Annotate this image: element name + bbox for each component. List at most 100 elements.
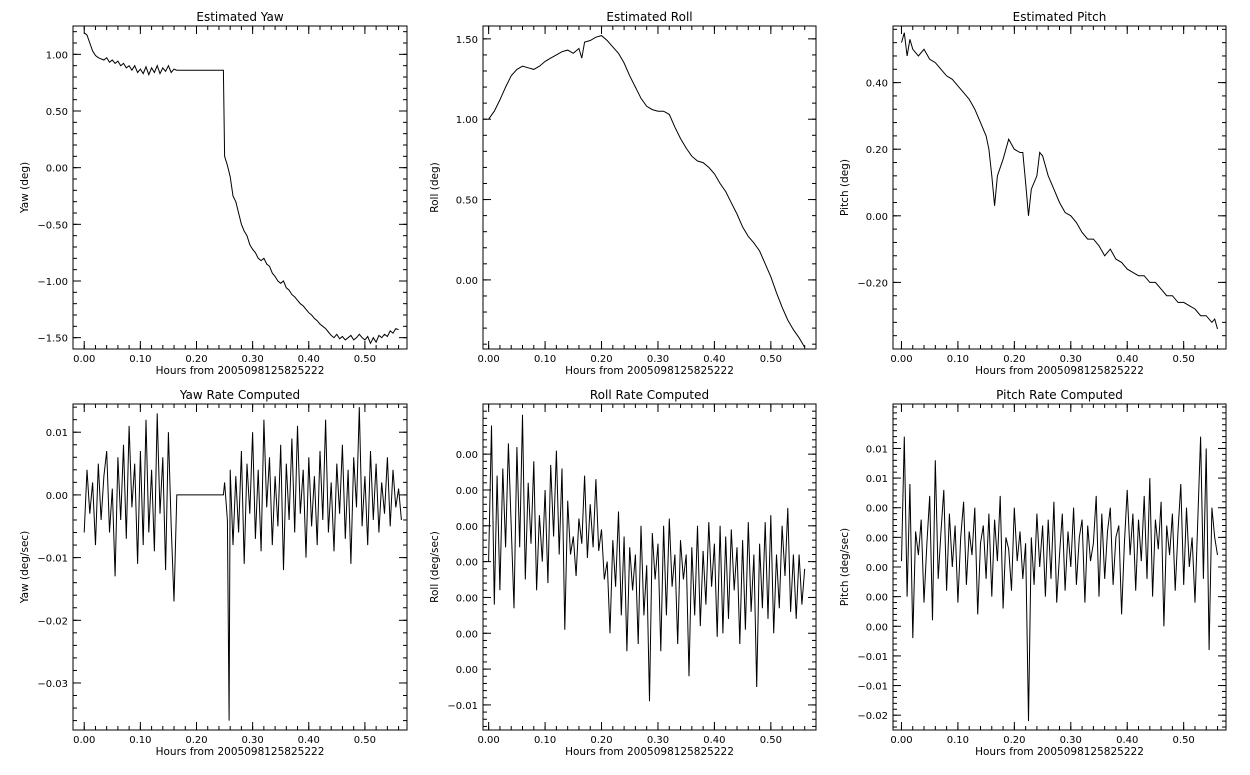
yaw-series-line xyxy=(83,32,399,345)
yaw-x-tick-label: 0.30 xyxy=(241,354,263,365)
yawrate-x-tick-label: 0.10 xyxy=(129,735,151,746)
yawrate-x-tick-label: 0.50 xyxy=(354,735,376,746)
pitchrate-y-tick-label: 0.00 xyxy=(866,504,888,515)
rollrate-x-tick-label: 0.20 xyxy=(590,735,612,746)
pitch-x-tick-label: 0.50 xyxy=(1173,354,1195,365)
pitch-x-tick-label: 0.20 xyxy=(1003,354,1025,365)
pitchrate-series-line xyxy=(901,436,1218,722)
yaw-y-tick-label: −1.50 xyxy=(37,334,68,345)
yaw-x-tick-label: 0.40 xyxy=(298,354,320,365)
yaw-x-tick-label: 0.20 xyxy=(185,354,207,365)
rollrate-x-axis-label: Hours from 2005098125825222 xyxy=(565,746,734,758)
yaw-y-tick-label: 0.00 xyxy=(46,164,68,175)
roll-x-tick-label: 0.00 xyxy=(478,354,500,365)
rollrate-y-tick-label: 0.00 xyxy=(456,665,478,676)
roll-y-tick-label: 0.50 xyxy=(456,196,478,207)
pitchrate-y-tick-label: −0.01 xyxy=(857,652,888,663)
rollrate-title: Roll Rate Computed xyxy=(590,388,709,402)
pitchrate-y-tick-label: −0.02 xyxy=(857,711,888,722)
pitch-series-line xyxy=(901,32,1218,330)
yaw-panel: Estimated Yaw 0.00 0.10 0.20 0.30 0.40 0.50 −1.… xyxy=(19,10,408,377)
yaw-x-tick-label: 0.10 xyxy=(129,354,151,365)
yaw-y-axis-label: Yaw (deg) xyxy=(19,162,31,214)
roll-y-tick-label: 1.00 xyxy=(456,115,478,126)
yaw-x-tick-label: 0.50 xyxy=(354,354,376,365)
pitchrate-x-tick-label: 0.00 xyxy=(890,735,912,746)
roll-panel: Estimated Roll 0.00 0.10 0.20 0.30 0.40 0.50 0.… xyxy=(429,10,817,377)
pitch-x-tick-label: 0.10 xyxy=(947,354,969,365)
roll-x-tick-label: 0.50 xyxy=(760,354,782,365)
rollrate-plot-frame xyxy=(482,403,817,731)
yawrate-x-tick-label: 0.00 xyxy=(73,735,95,746)
yawrate-title: Yaw Rate Computed xyxy=(179,388,300,402)
roll-y-tick-label: 0.00 xyxy=(456,276,478,287)
yawrate-y-axis-label: Yaw (deg/sec) xyxy=(19,531,31,605)
rollrate-y-tick-label: −0.01 xyxy=(447,701,478,712)
pitchrate-y-tick-label: 0.01 xyxy=(866,444,888,455)
pitchrate-x-axis-label: Hours from 2005098125825222 xyxy=(975,746,1144,758)
pitchrate-y-axis-label: Pitch (deg/sec) xyxy=(839,528,851,606)
pitch-y-tick-label: 0.00 xyxy=(866,212,888,223)
yawrate-x-axis-label: Hours from 2005098125825222 xyxy=(156,746,325,758)
yawrate-plot-frame xyxy=(72,403,408,731)
yaw-x-tick-label: 0.00 xyxy=(73,354,95,365)
yawrate-y-tick-label: −0.03 xyxy=(37,679,68,690)
yaw-y-tick-label: −1.00 xyxy=(37,277,68,288)
yawrate-x-tick-label: 0.40 xyxy=(298,735,320,746)
pitch-x-tick-label: 0.30 xyxy=(1060,354,1082,365)
yawrate-y-tick-label: 0.01 xyxy=(46,428,68,439)
pitch-title: Estimated Pitch xyxy=(1013,10,1107,24)
yawrate-series-line xyxy=(83,407,402,721)
pitchrate-y-tick-label: 0.00 xyxy=(866,563,888,574)
pitchrate-y-tick-label: 0.00 xyxy=(866,622,888,633)
pitch-y-tick-label: 0.20 xyxy=(866,145,888,156)
pitchrate-x-tick-label: 0.50 xyxy=(1173,735,1195,746)
rollrate-y-tick-label: 0.00 xyxy=(456,486,478,497)
pitch-x-tick-label: 0.00 xyxy=(890,354,912,365)
yaw-y-tick-label: 0.50 xyxy=(46,107,68,118)
pitch-y-tick-label: 0.40 xyxy=(866,79,888,90)
yawrate-x-tick-label: 0.20 xyxy=(185,735,207,746)
roll-y-axis-label: Roll (deg) xyxy=(429,162,441,212)
pitchrate-x-tick-label: 0.20 xyxy=(1003,735,1025,746)
roll-y-tick-label: 1.50 xyxy=(456,35,478,46)
pitch-y-tick-label: −0.20 xyxy=(857,278,888,289)
pitchrate-panel: Pitch Rate Computed 0.00 0.10 0.20 0.30 0.40 0… xyxy=(839,388,1227,758)
yaw-y-tick-label: −0.50 xyxy=(37,220,68,231)
roll-x-tick-label: 0.20 xyxy=(590,354,612,365)
roll-x-axis-label: Hours from 2005098125825222 xyxy=(565,365,734,377)
rollrate-y-tick-label: 0.00 xyxy=(456,450,478,461)
roll-title: Estimated Roll xyxy=(606,10,692,24)
pitchrate-title: Pitch Rate Computed xyxy=(996,388,1123,402)
roll-x-tick-label: 0.10 xyxy=(534,354,556,365)
yaw-title: Estimated Yaw xyxy=(196,10,283,24)
rollrate-x-tick-label: 0.10 xyxy=(534,735,556,746)
roll-x-tick-label: 0.40 xyxy=(703,354,725,365)
yaw-y-tick-label: 1.00 xyxy=(46,50,68,61)
rollrate-y-tick-label: 0.00 xyxy=(456,629,478,640)
rollrate-y-tick-label: 0.00 xyxy=(456,558,478,569)
pitchrate-x-tick-label: 0.30 xyxy=(1060,735,1082,746)
yawrate-panel: Yaw Rate Computed 0.00 0.10 0.20 0.30 0.40 0.5… xyxy=(19,388,408,758)
yaw-x-axis-label: Hours from 2005098125825222 xyxy=(156,365,325,377)
yawrate-y-tick-label: −0.02 xyxy=(37,616,68,627)
rollrate-panel: Roll Rate Computed 0.00 0.10 0.20 0.30 0.40 0.… xyxy=(429,388,817,758)
roll-plot-frame xyxy=(482,25,817,350)
roll-x-tick-label: 0.30 xyxy=(647,354,669,365)
pitchrate-y-tick-label: 0.00 xyxy=(866,593,888,604)
pitchrate-y-tick-label: 0.00 xyxy=(866,533,888,544)
yawrate-y-tick-label: 0.00 xyxy=(46,491,68,502)
yawrate-x-tick-label: 0.30 xyxy=(241,735,263,746)
yawrate-y-tick-label: −0.01 xyxy=(37,554,68,565)
pitch-x-axis-label: Hours from 2005098125825222 xyxy=(975,365,1144,377)
pitchrate-x-tick-label: 0.10 xyxy=(947,735,969,746)
rollrate-y-tick-label: 0.00 xyxy=(456,522,478,533)
rollrate-x-tick-label: 0.00 xyxy=(478,735,500,746)
rollrate-series-line xyxy=(488,414,806,702)
pitchrate-y-tick-label: −0.01 xyxy=(857,682,888,693)
rollrate-x-tick-label: 0.50 xyxy=(760,735,782,746)
rollrate-x-tick-label: 0.40 xyxy=(703,735,725,746)
roll-series-line xyxy=(488,35,806,348)
pitch-y-axis-label: Pitch (deg) xyxy=(839,159,851,216)
